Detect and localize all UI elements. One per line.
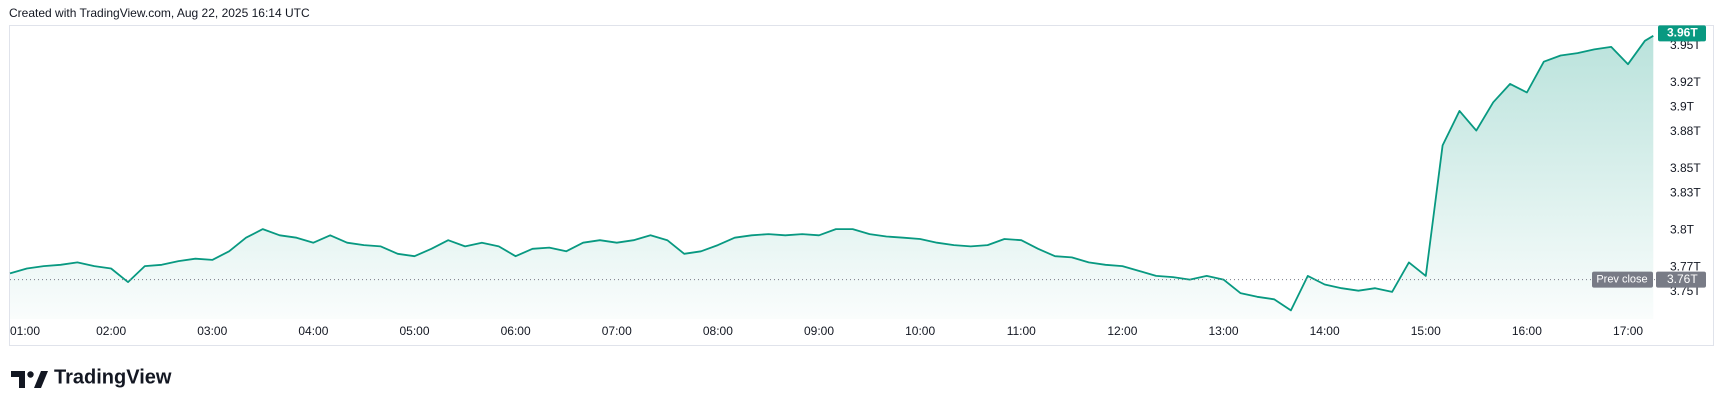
x-tick-label: 17:00 — [1613, 324, 1643, 338]
x-tick-label: 10:00 — [905, 324, 935, 338]
price-line — [9, 35, 1654, 312]
x-tick-label: 13:00 — [1209, 324, 1239, 338]
x-tick-label: 04:00 — [298, 324, 328, 338]
prev-close-label: Prev close — [1596, 274, 1647, 286]
last-price-value: 3.96T — [1667, 26, 1698, 40]
brand-name: TradingView — [54, 366, 172, 388]
x-tick-label: 02:00 — [96, 324, 126, 338]
x-tick-label: 11:00 — [1007, 324, 1036, 338]
y-tick-label: 3.92T — [1670, 75, 1701, 89]
chart-frame — [9, 25, 1714, 346]
x-tick-label: 08:00 — [703, 324, 733, 338]
x-tick-label: 06:00 — [501, 324, 531, 338]
prev-close-tag — [1592, 271, 1653, 288]
logo-icon — [34, 371, 48, 388]
logo-icon — [11, 371, 25, 388]
y-tick-label: 3.83T — [1670, 186, 1701, 200]
x-tick-label: 15:00 — [1411, 324, 1441, 338]
y-tick-label: 3.8T — [1670, 223, 1695, 237]
logo-icon — [27, 371, 34, 378]
prev-close-value: 3.76T — [1667, 272, 1698, 286]
y-tick-label: 3.77T — [1670, 259, 1701, 273]
x-tick-label: 12:00 — [1107, 324, 1137, 338]
header-text: Created with TradingView.com, Aug 22, 20… — [9, 6, 310, 20]
prev-close-value-tag — [1656, 271, 1706, 288]
x-tick-label: 01:00 — [10, 324, 40, 338]
x-tick-label: 09:00 — [804, 324, 834, 338]
x-tick-label: 05:00 — [399, 324, 429, 338]
area-fill — [10, 35, 1654, 320]
x-tick-label: 14:00 — [1310, 324, 1340, 338]
last-price-tag — [1658, 25, 1706, 42]
brand-logo: TradingView — [11, 366, 172, 388]
y-tick-label: 3.9T — [1670, 99, 1695, 113]
x-tick-label: 16:00 — [1512, 324, 1542, 338]
x-tick-label: 03:00 — [197, 324, 227, 338]
y-tick-label: 3.85T — [1670, 161, 1701, 175]
x-tick-label: 07:00 — [602, 324, 632, 338]
y-tick-label: 3.88T — [1670, 124, 1701, 138]
